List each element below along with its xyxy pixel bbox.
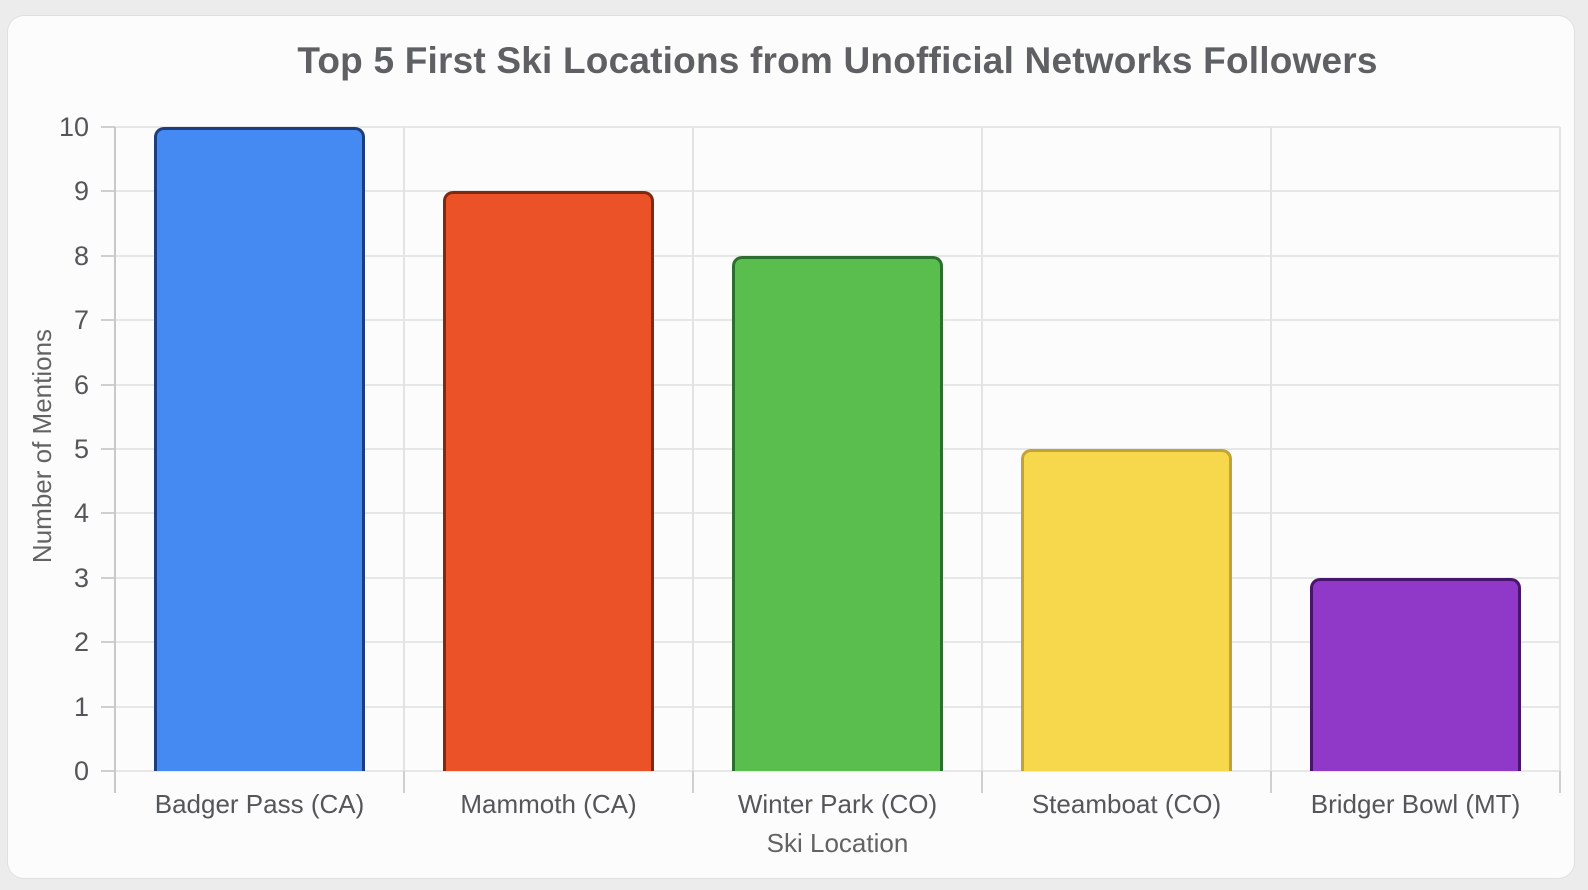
- y-tick: [101, 254, 115, 257]
- x-axis-title: Ski Location: [766, 828, 909, 858]
- y-tick-label: 2: [73, 627, 89, 658]
- y-tick: [101, 126, 115, 128]
- x-tick-label: Badger Pass (CA): [154, 789, 365, 819]
- y-tick: [101, 190, 115, 193]
- h-gridline: [115, 126, 1560, 128]
- v-gridline: [403, 127, 405, 771]
- bar: [1021, 449, 1232, 771]
- v-gridline: [1270, 127, 1272, 771]
- y-tick: [101, 576, 115, 579]
- y-tick: [101, 705, 115, 708]
- y-tick-label: 6: [73, 369, 89, 400]
- y-tick: [101, 319, 115, 322]
- x-tick-label: Steamboat (CO): [1031, 789, 1222, 819]
- y-tick: [101, 770, 115, 772]
- v-gridline: [692, 127, 694, 771]
- h-gridline: [115, 770, 1560, 772]
- x-tick: [981, 771, 983, 793]
- y-tick: [101, 448, 115, 450]
- v-gridline: [981, 127, 983, 771]
- h-gridline: [115, 190, 1560, 193]
- x-tick-label: Winter Park (CO): [737, 789, 938, 819]
- x-tick: [1559, 771, 1561, 793]
- y-tick-label: 3: [73, 562, 89, 593]
- y-tick-label: 10: [58, 112, 89, 142]
- y-axis-line: [114, 127, 116, 793]
- y-tick: [101, 641, 115, 644]
- bar: [154, 127, 365, 771]
- y-tick-label: 7: [73, 305, 89, 336]
- x-tick-label: Bridger Bowl (MT): [1310, 789, 1521, 819]
- chart-card: Top 5 First Ski Locations from Unofficia…: [8, 16, 1574, 878]
- x-tick: [1270, 771, 1272, 793]
- y-tick-label: 1: [73, 691, 89, 722]
- v-gridline: [1559, 127, 1561, 771]
- y-tick-label: 4: [73, 498, 89, 529]
- y-tick: [101, 383, 115, 386]
- y-tick-label: 0: [73, 756, 89, 786]
- bar: [1310, 577, 1521, 771]
- y-tick: [101, 512, 115, 515]
- x-tick: [692, 771, 694, 793]
- y-tick-label: 8: [73, 240, 89, 271]
- x-tick-label: Mammoth (CA): [460, 789, 637, 819]
- bar: [443, 191, 654, 771]
- x-tick: [403, 771, 405, 793]
- y-tick-label: 5: [73, 434, 89, 464]
- chart-title: Top 5 First Ski Locations from Unofficia…: [297, 40, 1378, 81]
- plot-area: 0 1 2 3 4 5 6 7 8 9 10 Badger Pass (CA) Mammoth (CA)…: [8, 16, 1574, 878]
- bar: [732, 255, 943, 771]
- y-tick-label: 9: [73, 176, 89, 207]
